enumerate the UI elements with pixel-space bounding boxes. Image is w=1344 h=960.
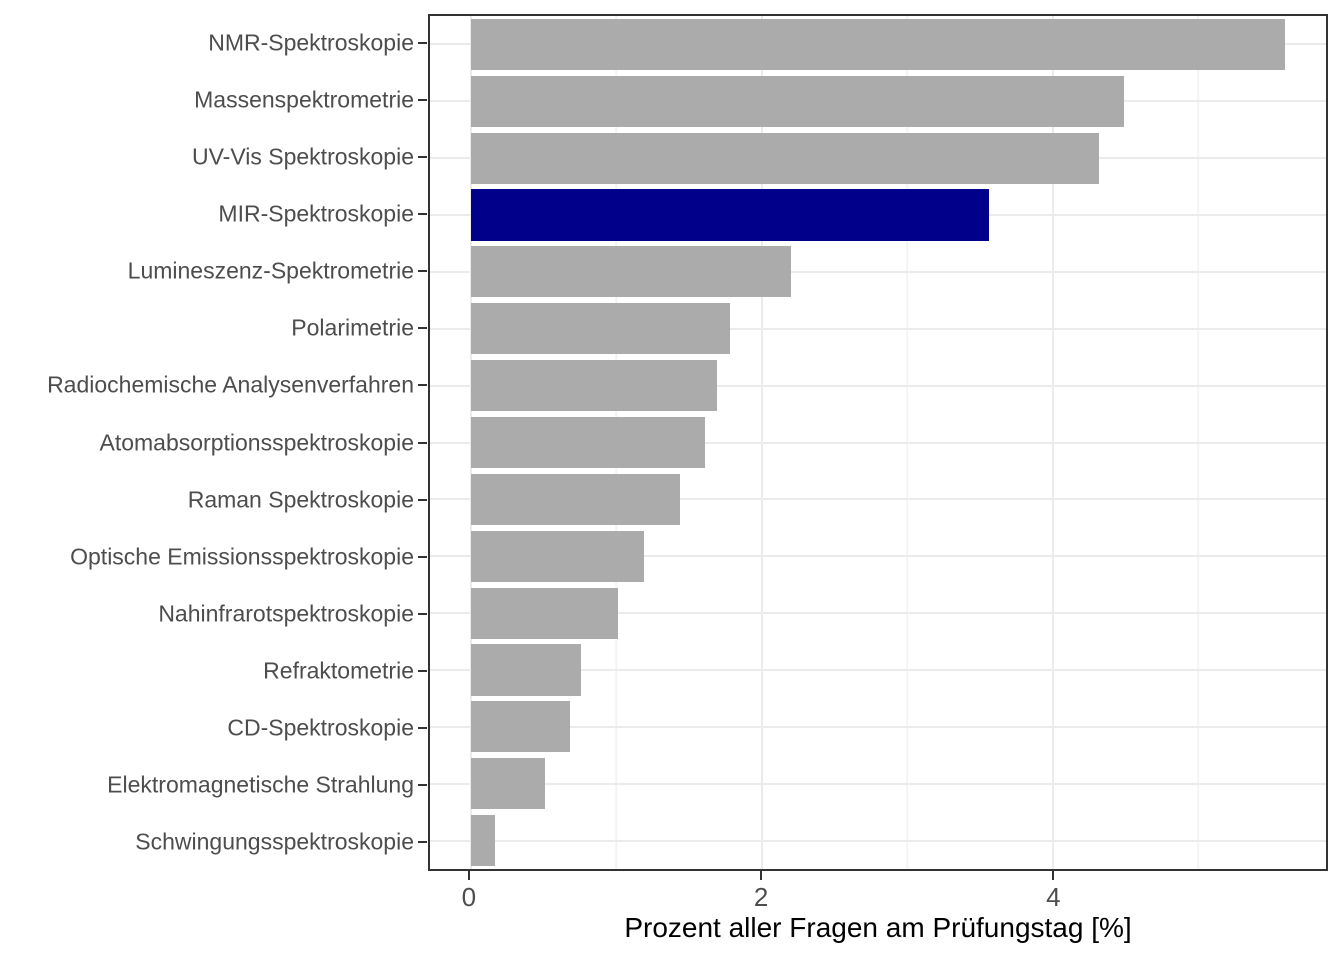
gridline-y-nahinfrarotspektroskopie: [430, 612, 1326, 615]
gridline-y-atomabsorptionsspektroskopie: [430, 441, 1326, 444]
bar-atomabsorptionsspektroskopie: [470, 416, 705, 469]
y-tick-mark-refraktometrie: [418, 670, 427, 673]
bar-radiochemische-analysenverfahren: [470, 360, 717, 412]
bar-uv-vis-spektroskopie: [470, 132, 1100, 184]
y-tick-label-radiochemische-analysenverfahren: Radiochemische Analysenverfahren: [47, 371, 414, 398]
bar-polarimetrie: [470, 303, 730, 355]
x-tick-label-2: 2: [753, 882, 769, 912]
x-tick-label-0: 0: [461, 882, 477, 912]
bar-optische-emissionsspektroskopie: [470, 530, 644, 582]
y-tick-mark-massenspektrometrie: [418, 98, 427, 101]
y-tick-mark-elektromagnetische-strahlung: [418, 784, 427, 787]
y-tick-label-nmr-spektroskopie: NMR-Spektroskopie: [208, 29, 414, 56]
x-tick-mark-0: [467, 871, 470, 880]
bar-massenspektrometrie: [470, 75, 1124, 127]
gridline-y-lumineszenz-spektrometrie: [430, 270, 1326, 273]
bar-mir-spektroskopie: [470, 189, 989, 241]
y-tick-label-cd-spektroskopie: CD-Spektroskopie: [227, 714, 414, 741]
bar-elektromagnetische-strahlung: [470, 758, 545, 810]
x-axis: 0 2 4: [428, 871, 1328, 921]
y-tick-mark-schwingungsspektroskopie: [418, 841, 427, 844]
y-tick-label-elektromagnetische-strahlung: Elektromagnetische Strahlung: [107, 771, 414, 798]
x-tick-label-4: 4: [1046, 882, 1061, 912]
y-tick-mark-atomabsorptionsspektroskopie: [418, 441, 427, 444]
x-axis-title: Prozent aller Fragen am Prüfungstag [%]: [624, 912, 1132, 943]
y-tick-label-uv-vis-spektroskopie: UV-Vis Spektroskopie: [191, 143, 414, 170]
x-tick-mark-4: [1052, 871, 1055, 880]
y-tick-mark-cd-spektroskopie: [418, 727, 427, 730]
y-tick-label-nahinfrarotspektroskopie: Nahinfrarotspektroskopie: [158, 600, 414, 627]
gridline-y-refraktometrie: [430, 668, 1326, 671]
y-axis: NMR-Spektroskopie Massenspektrometrie UV-V…: [0, 14, 428, 871]
y-tick-mark-lumineszenz-spektrometrie: [418, 270, 427, 273]
y-tick-label-mir-spektroskopie: MIR-Spektroskopie: [218, 200, 414, 227]
bar-refraktometrie: [470, 644, 582, 696]
bar-cd-spektroskopie: [470, 701, 570, 753]
gridline-y-radiochemische-analysenverfahren: [430, 384, 1326, 387]
y-tick-mark-raman-spektroskopie: [418, 498, 427, 501]
y-tick-label-polarimetrie: Polarimetrie: [291, 314, 414, 341]
gridline-y-raman-spektroskopie: [430, 498, 1326, 501]
gridline-y-schwingungsspektroskopie: [430, 839, 1326, 842]
bars-layer: [430, 16, 1326, 869]
y-tick-mark-optische-emissionsspektroskopie: [418, 555, 427, 558]
y-tick-mark-nmr-spektroskopie: [418, 41, 427, 44]
plot-panel: [428, 14, 1328, 871]
y-tick-label-atomabsorptionsspektroskopie: Atomabsorptionsspektroskopie: [99, 429, 415, 455]
y-tick-mark-mir-spektroskopie: [418, 212, 427, 215]
bar-raman-spektroskopie: [470, 473, 681, 525]
y-tick-label-massenspektrometrie: Massenspektrometrie: [194, 86, 414, 113]
bar-nahinfrarotspektroskopie: [470, 587, 618, 639]
bar-lumineszenz-spektrometrie: [470, 246, 791, 298]
y-tick-mark-polarimetrie: [418, 327, 427, 330]
gridline-y-cd-spektroskopie: [430, 725, 1326, 728]
y-tick-label-optische-emissionsspektroskopie: Optische Emissionsspektroskopie: [70, 543, 414, 570]
gridline-y-optische-emissionsspektroskopie: [430, 555, 1326, 558]
y-tick-label-raman-spektroskopie: Raman Spektroskopie: [187, 486, 414, 513]
gridline-y-elektromagnetische-strahlung: [430, 782, 1326, 785]
y-tick-mark-nahinfrarotspektroskopie: [418, 612, 427, 615]
y-tick-mark-radiochemische-analysenverfahren: [418, 384, 427, 387]
gridline-y-polarimetrie: [430, 327, 1326, 330]
x-tick-mark-2: [760, 871, 763, 880]
bar-schwingungsspektroskopie: [470, 814, 496, 867]
bar-nmr-spektroskopie: [470, 18, 1286, 70]
y-tick-mark-uv-vis-spektroskopie: [418, 155, 427, 158]
y-tick-label-lumineszenz-spektrometrie: Lumineszenz-Spektrometrie: [127, 257, 414, 284]
y-tick-label-refraktometrie: Refraktometrie: [263, 657, 414, 684]
y-tick-label-schwingungsspektroskopie: Schwingungsspektroskopie: [135, 828, 414, 855]
